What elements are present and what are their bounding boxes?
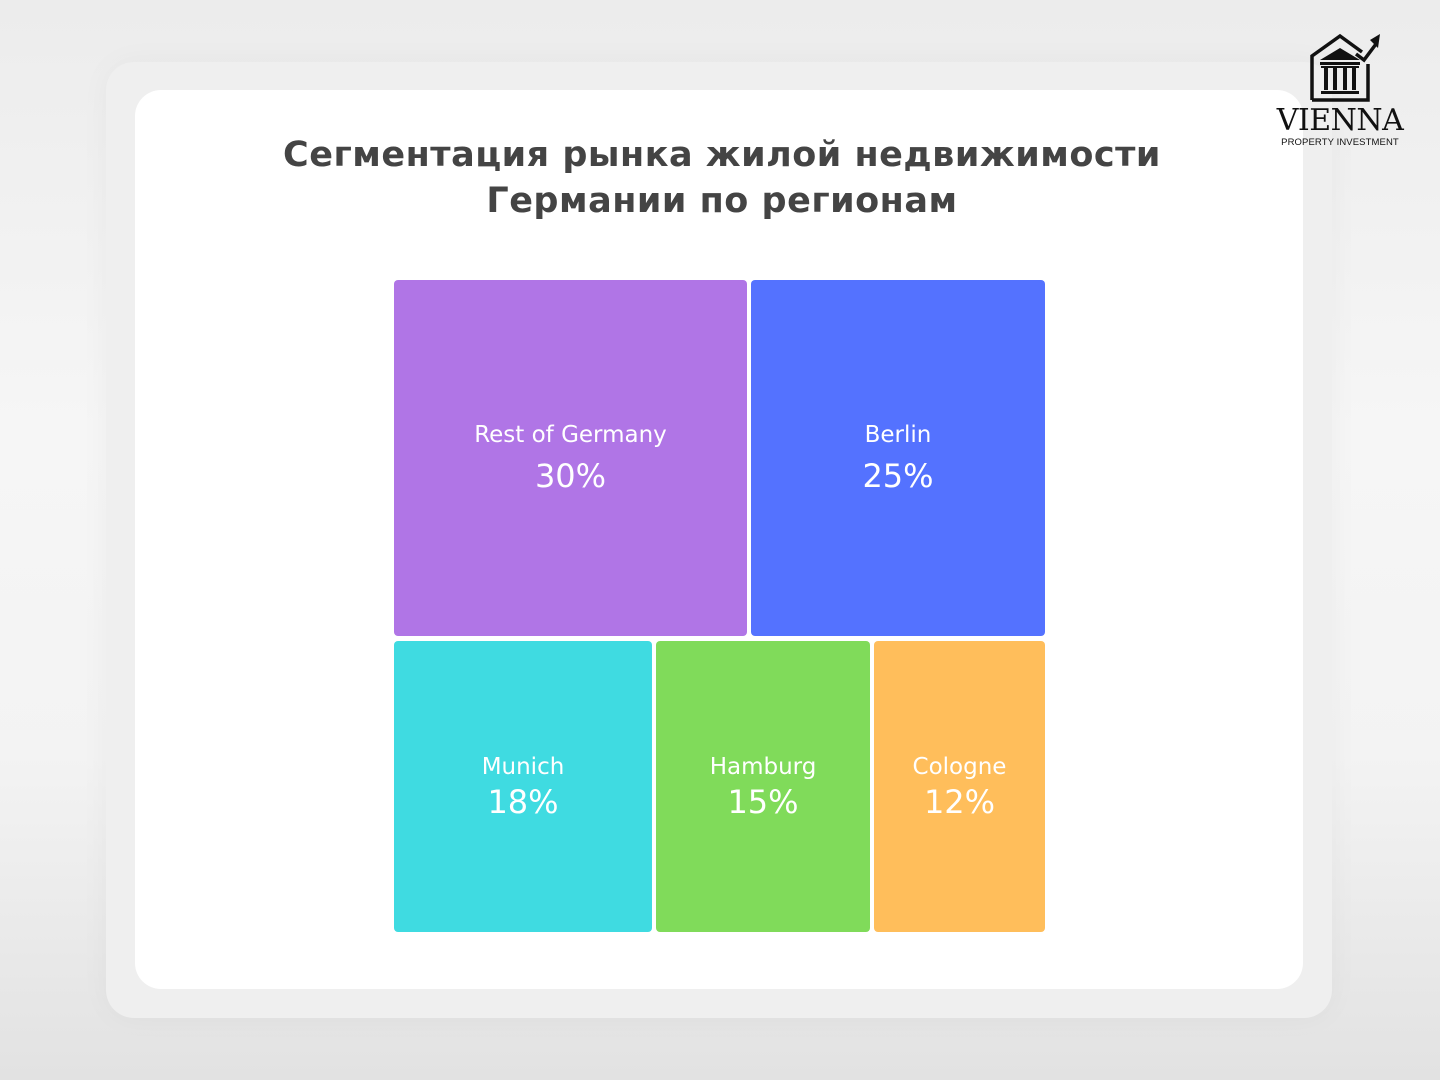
tile-hamburg: Hamburg 15% xyxy=(656,641,870,932)
vienna-logo: VIENNA PROPERTY INVESTMENT xyxy=(1270,30,1410,155)
tile-label: Cologne xyxy=(912,753,1007,780)
chart-title: Сегментация рынка жилой недвижимости Гер… xyxy=(135,132,1309,224)
tile-munich: Munich 18% xyxy=(394,641,652,932)
tile-berlin: Berlin 25% xyxy=(751,280,1045,636)
logo-brand-name: VIENNA xyxy=(1276,103,1404,138)
tile-rest-of-germany: Rest of Germany 30% xyxy=(394,280,747,636)
chart-title-line-1: Сегментация рынка жилой недвижимости xyxy=(283,135,1161,175)
tile-value: 15% xyxy=(727,782,799,821)
house-with-columns-and-rising-arrow-icon xyxy=(1310,33,1380,102)
tile-value: 12% xyxy=(923,782,996,821)
tile-label: Hamburg xyxy=(709,753,817,780)
tile-cologne: Cologne 12% xyxy=(874,641,1045,932)
tile-value: 30% xyxy=(534,457,607,495)
tile-label: Munich xyxy=(481,753,565,780)
tile-value: 25% xyxy=(862,457,934,495)
chart-title-line-2: Германии по регионам xyxy=(486,181,958,221)
tile-label: Berlin xyxy=(864,422,932,448)
tile-value: 18% xyxy=(487,782,559,821)
logo-tagline: PROPERTY INVESTMENT xyxy=(1281,137,1399,148)
tile-label: Rest of Germany xyxy=(474,422,667,448)
